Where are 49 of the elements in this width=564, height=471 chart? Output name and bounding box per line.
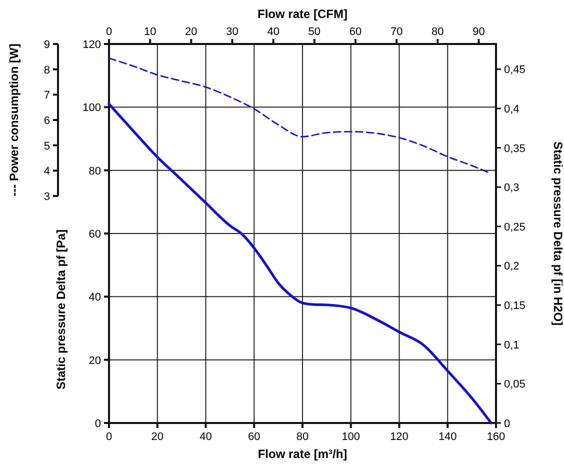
x2-tick-label: 30 <box>226 26 238 38</box>
x-tick-label: 140 <box>438 431 457 443</box>
x-axis-title: Flow rate [m³/h] <box>258 447 348 461</box>
y2-tick-label: 0,3 <box>504 182 520 194</box>
x-tick-label: 120 <box>390 431 408 443</box>
y-tick-label: 80 <box>88 165 101 178</box>
y-tick-label: 40 <box>88 292 101 304</box>
x2-tick-label: 10 <box>144 26 156 38</box>
x2-tick-label: 0 <box>106 26 112 38</box>
x-tick-label: 60 <box>248 431 260 443</box>
y3-axis-title: --- Power consumption [W] <box>7 44 21 196</box>
y-tick-label: 20 <box>88 354 101 367</box>
x-tick-label: 80 <box>296 431 309 443</box>
y2-tick-label: 0,1 <box>504 339 520 352</box>
x2-tick-label: 80 <box>432 26 444 38</box>
y-tick-label: 0 <box>94 418 101 430</box>
y3-tick-label: 6 <box>44 114 50 127</box>
x2-tick-label: 70 <box>390 26 403 38</box>
x2-axis-title: Flow rate [CFM] <box>258 7 348 21</box>
x2-tick-label: 90 <box>472 26 485 38</box>
y3-tick-label: 3 <box>44 190 50 203</box>
x2-tick-label: 20 <box>185 26 198 38</box>
y-tick-label: 100 <box>82 102 101 114</box>
y-tick-label: 60 <box>88 228 101 240</box>
x-tick-label: 160 <box>486 431 506 443</box>
y2-tick-label: 0,4 <box>504 103 520 116</box>
y2-tick-label: 0,05 <box>504 378 526 391</box>
y2-axis-title: Static pressure Delta pf [in H2O] <box>551 141 564 326</box>
y2-tick-label: 0,45 <box>504 64 526 76</box>
y3-tick-label: 4 <box>44 166 50 178</box>
y-tick-label: 120 <box>82 39 101 51</box>
line-series <box>108 102 492 424</box>
y3-tick-label: 5 <box>44 140 50 152</box>
x2-tick-label: 40 <box>267 26 280 38</box>
y2-tick-label: 0,35 <box>504 142 526 155</box>
y2-tick-label: 0,15 <box>504 300 526 312</box>
x2-tick-label: 60 <box>349 26 362 38</box>
x2-tick-label: 50 <box>308 26 321 38</box>
y2-tick-label: 0 <box>504 418 510 430</box>
x-tick-label: 0 <box>106 431 112 443</box>
y3-tick-label: 8 <box>44 64 50 76</box>
y3-tick-label: 9 <box>44 39 50 51</box>
y2-tick-label: 0,2 <box>504 260 520 273</box>
x-tick-label: 40 <box>200 431 212 443</box>
y-axis-title: Static pressure Delta pf [Pa] <box>54 229 68 390</box>
x-tick-label: 20 <box>151 431 164 443</box>
y3-tick-label: 7 <box>44 90 50 102</box>
y2-tick-label: 0,25 <box>504 221 526 234</box>
x-tick-label: 100 <box>342 431 360 443</box>
